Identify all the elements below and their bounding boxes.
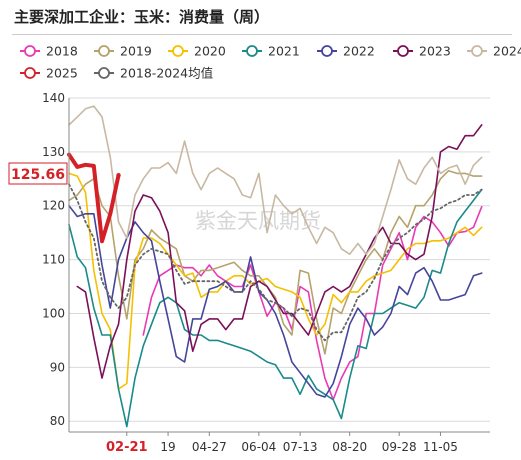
series-2024 bbox=[68, 105, 483, 255]
legend-item[interactable]: 2020 bbox=[168, 44, 226, 59]
x-tick-label: 08-20 bbox=[332, 440, 367, 454]
legend-marker bbox=[24, 67, 36, 79]
series-2020 bbox=[68, 172, 483, 390]
legend-label: 2019 bbox=[120, 44, 152, 59]
legend-label: 2018 bbox=[46, 44, 78, 59]
legend-marker bbox=[172, 45, 184, 57]
x-tick-label: 02-21 bbox=[106, 440, 148, 455]
legend-label: 2025 bbox=[46, 66, 78, 81]
series-2018-2024均值 bbox=[68, 183, 483, 342]
legend-item[interactable]: 2024 bbox=[467, 44, 521, 59]
series-layer bbox=[67, 105, 483, 428]
last-value-callout: 125.66 bbox=[8, 162, 68, 185]
series-end-point bbox=[116, 173, 121, 178]
y-tick-label: 120 bbox=[42, 199, 65, 213]
x-tick-label: 11-05 bbox=[423, 440, 458, 454]
watermark: 紫金天风期货 bbox=[195, 210, 321, 233]
series-line bbox=[67, 152, 121, 244]
legend-marker bbox=[24, 45, 36, 57]
legend-label: 2024 bbox=[493, 44, 521, 59]
title-divider bbox=[12, 34, 512, 35]
legend-item[interactable]: 2025 bbox=[20, 66, 78, 81]
x-tick-label: 07-13 bbox=[283, 440, 318, 454]
series-line bbox=[76, 124, 483, 379]
series-line bbox=[68, 172, 483, 390]
legend-label: 2023 bbox=[419, 44, 451, 59]
legend-item[interactable]: 2022 bbox=[317, 44, 375, 59]
series-2023 bbox=[76, 124, 483, 379]
legend-marker bbox=[246, 45, 258, 57]
series-2022 bbox=[68, 204, 483, 398]
series-line bbox=[68, 105, 483, 255]
legend: 2018 2019 2020 2021 2022 2023 2024 2025 2018-202… bbox=[20, 44, 521, 81]
y-tick-label: 80 bbox=[50, 414, 65, 428]
legend-item[interactable]: 2018-2024均值 bbox=[94, 66, 213, 81]
y-tick-label: 100 bbox=[42, 306, 65, 320]
x-tick-label: 04-27 bbox=[192, 440, 227, 454]
last-value-label: 125.66 bbox=[11, 167, 65, 183]
x-tick-label: 09-28 bbox=[382, 440, 417, 454]
legend-item[interactable]: 2019 bbox=[94, 44, 152, 59]
y-tick-label: 90 bbox=[50, 360, 65, 374]
legend-label: 2020 bbox=[194, 44, 226, 59]
series-2021 bbox=[68, 188, 483, 428]
series-line bbox=[68, 183, 483, 342]
y-tick-label: 130 bbox=[42, 145, 65, 159]
series-2025 bbox=[67, 152, 121, 244]
legend-marker bbox=[98, 67, 110, 79]
axes: 80 90 100 110 120 130 140 02-21 19 04-27 06-04 07-1… bbox=[42, 91, 490, 455]
legend-label: 2018-2024均值 bbox=[120, 66, 213, 81]
last-value-box bbox=[8, 162, 68, 185]
legend-label: 2022 bbox=[343, 44, 375, 59]
legend-item[interactable]: 2023 bbox=[393, 44, 451, 59]
legend-item[interactable]: 2021 bbox=[242, 44, 300, 59]
legend-item[interactable]: 2018 bbox=[20, 44, 78, 59]
y-tick-label: 140 bbox=[42, 91, 65, 105]
legend-marker bbox=[397, 45, 409, 57]
x-tick-label: 06-04 bbox=[241, 440, 276, 454]
legend-label: 2021 bbox=[268, 44, 300, 59]
y-tick-label: 110 bbox=[42, 253, 65, 267]
legend-marker bbox=[98, 45, 110, 57]
chart-title: 主要深加工企业：玉米：消费量（周） bbox=[14, 8, 270, 26]
series-line bbox=[68, 204, 483, 398]
x-tick-label: 19 bbox=[160, 440, 175, 454]
legend-marker bbox=[471, 45, 483, 57]
series-line bbox=[68, 188, 483, 428]
legend-marker bbox=[321, 45, 333, 57]
